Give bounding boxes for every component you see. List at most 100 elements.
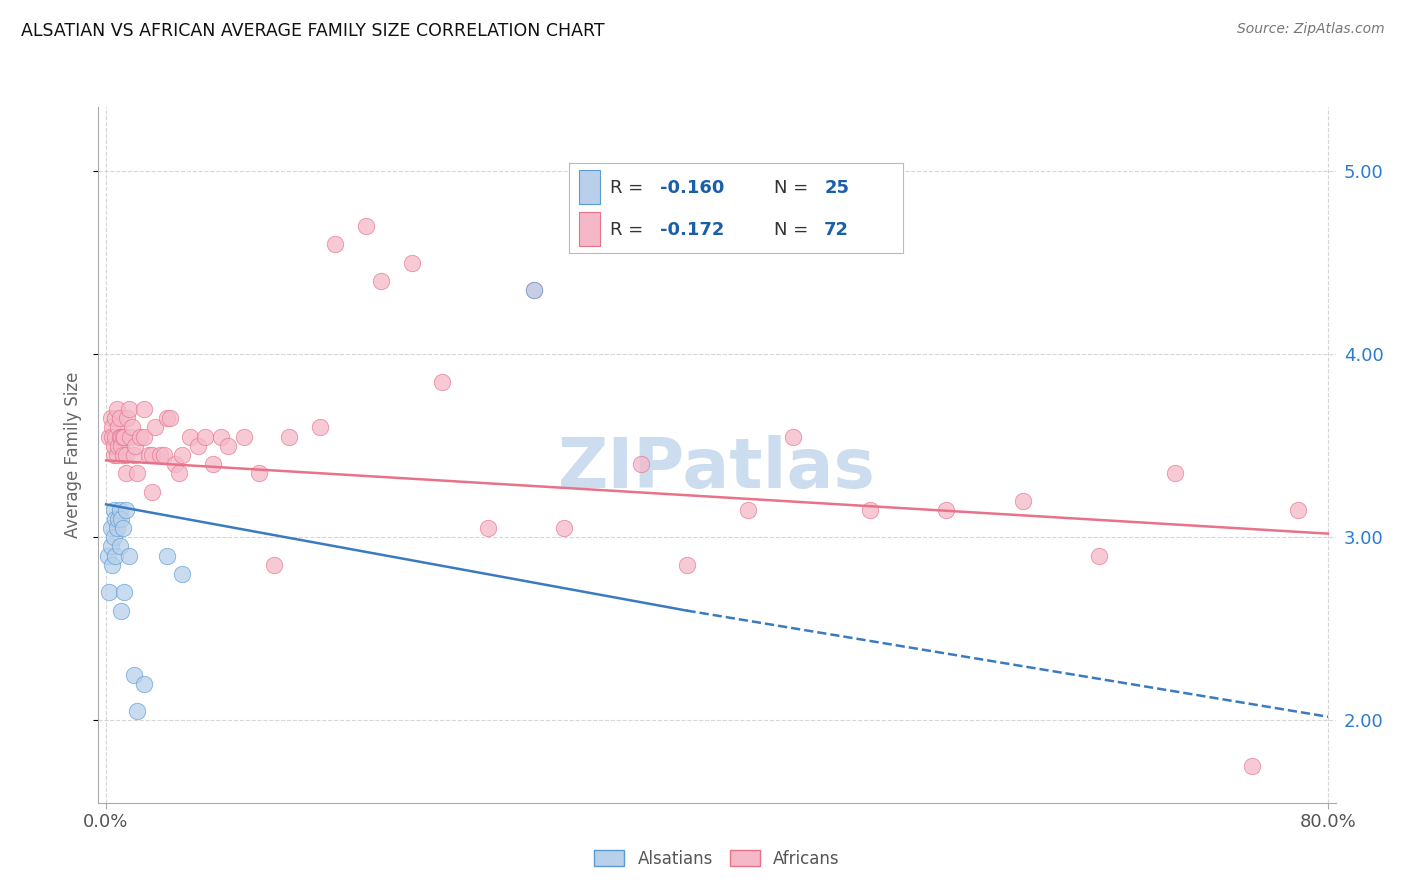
Point bbox=[523, 283, 546, 297]
Point bbox=[105, 521, 128, 535]
Text: R =: R = bbox=[610, 179, 650, 197]
Point bbox=[97, 549, 120, 563]
Point bbox=[103, 530, 125, 544]
Point bbox=[107, 439, 129, 453]
Point bbox=[1011, 493, 1033, 508]
Point bbox=[247, 467, 270, 481]
Point bbox=[121, 420, 143, 434]
Point bbox=[115, 467, 138, 481]
Point bbox=[138, 448, 160, 462]
Point bbox=[125, 467, 148, 481]
Point bbox=[101, 429, 124, 443]
Point bbox=[1088, 549, 1111, 563]
Point bbox=[141, 448, 163, 462]
Point bbox=[935, 503, 957, 517]
Point bbox=[1164, 467, 1187, 481]
Point bbox=[110, 429, 132, 443]
Point bbox=[101, 558, 124, 572]
Point bbox=[107, 512, 129, 526]
Point bbox=[194, 429, 217, 443]
Point bbox=[782, 429, 804, 443]
Point bbox=[309, 420, 332, 434]
Point bbox=[156, 411, 179, 425]
Point bbox=[111, 521, 134, 535]
Point bbox=[105, 402, 128, 417]
Point bbox=[120, 429, 142, 443]
Point bbox=[134, 402, 156, 417]
Point bbox=[163, 457, 186, 471]
Point bbox=[153, 448, 176, 462]
Point bbox=[115, 503, 138, 517]
Point bbox=[1240, 759, 1263, 773]
Point bbox=[278, 429, 301, 443]
Point bbox=[148, 448, 170, 462]
Point bbox=[179, 429, 201, 443]
Text: ALSATIAN VS AFRICAN AVERAGE FAMILY SIZE CORRELATION CHART: ALSATIAN VS AFRICAN AVERAGE FAMILY SIZE … bbox=[21, 22, 605, 40]
Point bbox=[737, 503, 759, 517]
Text: R =: R = bbox=[610, 220, 650, 239]
Point bbox=[112, 585, 135, 599]
Point bbox=[104, 512, 127, 526]
Point bbox=[101, 420, 124, 434]
Point bbox=[232, 429, 254, 443]
Point bbox=[111, 448, 134, 462]
Point bbox=[103, 439, 125, 453]
Text: 72: 72 bbox=[824, 220, 849, 239]
Point bbox=[553, 521, 575, 535]
Point bbox=[122, 448, 145, 462]
Point bbox=[1286, 503, 1309, 517]
Text: -0.160: -0.160 bbox=[661, 179, 725, 197]
Point bbox=[630, 457, 652, 471]
Point bbox=[523, 283, 546, 297]
Point bbox=[98, 429, 121, 443]
Point bbox=[100, 521, 122, 535]
Point bbox=[104, 411, 127, 425]
Text: N =: N = bbox=[775, 179, 814, 197]
Text: N =: N = bbox=[775, 220, 814, 239]
Point bbox=[187, 439, 209, 453]
Point bbox=[172, 566, 194, 581]
Y-axis label: Average Family Size: Average Family Size bbox=[65, 372, 83, 538]
Point bbox=[122, 667, 145, 681]
Point bbox=[118, 402, 141, 417]
Bar bbox=[579, 211, 600, 246]
Point bbox=[108, 503, 131, 517]
Bar bbox=[579, 170, 600, 204]
Point bbox=[124, 439, 146, 453]
Point bbox=[217, 439, 239, 453]
Point bbox=[172, 448, 194, 462]
Point bbox=[263, 558, 285, 572]
Point bbox=[323, 237, 346, 252]
Text: Source: ZipAtlas.com: Source: ZipAtlas.com bbox=[1237, 22, 1385, 37]
Point bbox=[104, 549, 127, 563]
Point bbox=[103, 448, 125, 462]
Point bbox=[477, 521, 499, 535]
Point bbox=[134, 677, 156, 691]
Point bbox=[143, 420, 166, 434]
Point bbox=[159, 411, 181, 425]
Point bbox=[115, 448, 138, 462]
Point bbox=[118, 549, 141, 563]
Point bbox=[111, 429, 134, 443]
Point bbox=[104, 429, 127, 443]
Point bbox=[169, 467, 191, 481]
Point bbox=[117, 411, 139, 425]
Point bbox=[100, 411, 122, 425]
Text: -0.172: -0.172 bbox=[661, 220, 725, 239]
Point bbox=[108, 540, 131, 554]
Point bbox=[370, 274, 392, 288]
Point bbox=[128, 429, 150, 443]
Point bbox=[141, 484, 163, 499]
Point bbox=[201, 457, 224, 471]
Point bbox=[110, 603, 132, 617]
Point bbox=[156, 549, 179, 563]
Point bbox=[430, 375, 453, 389]
Point bbox=[134, 429, 156, 443]
Point bbox=[859, 503, 882, 517]
Text: 25: 25 bbox=[824, 179, 849, 197]
Text: ZIPatlas: ZIPatlas bbox=[558, 435, 876, 502]
Point bbox=[675, 558, 697, 572]
Point bbox=[112, 429, 135, 443]
Point bbox=[98, 585, 121, 599]
Point bbox=[107, 420, 129, 434]
